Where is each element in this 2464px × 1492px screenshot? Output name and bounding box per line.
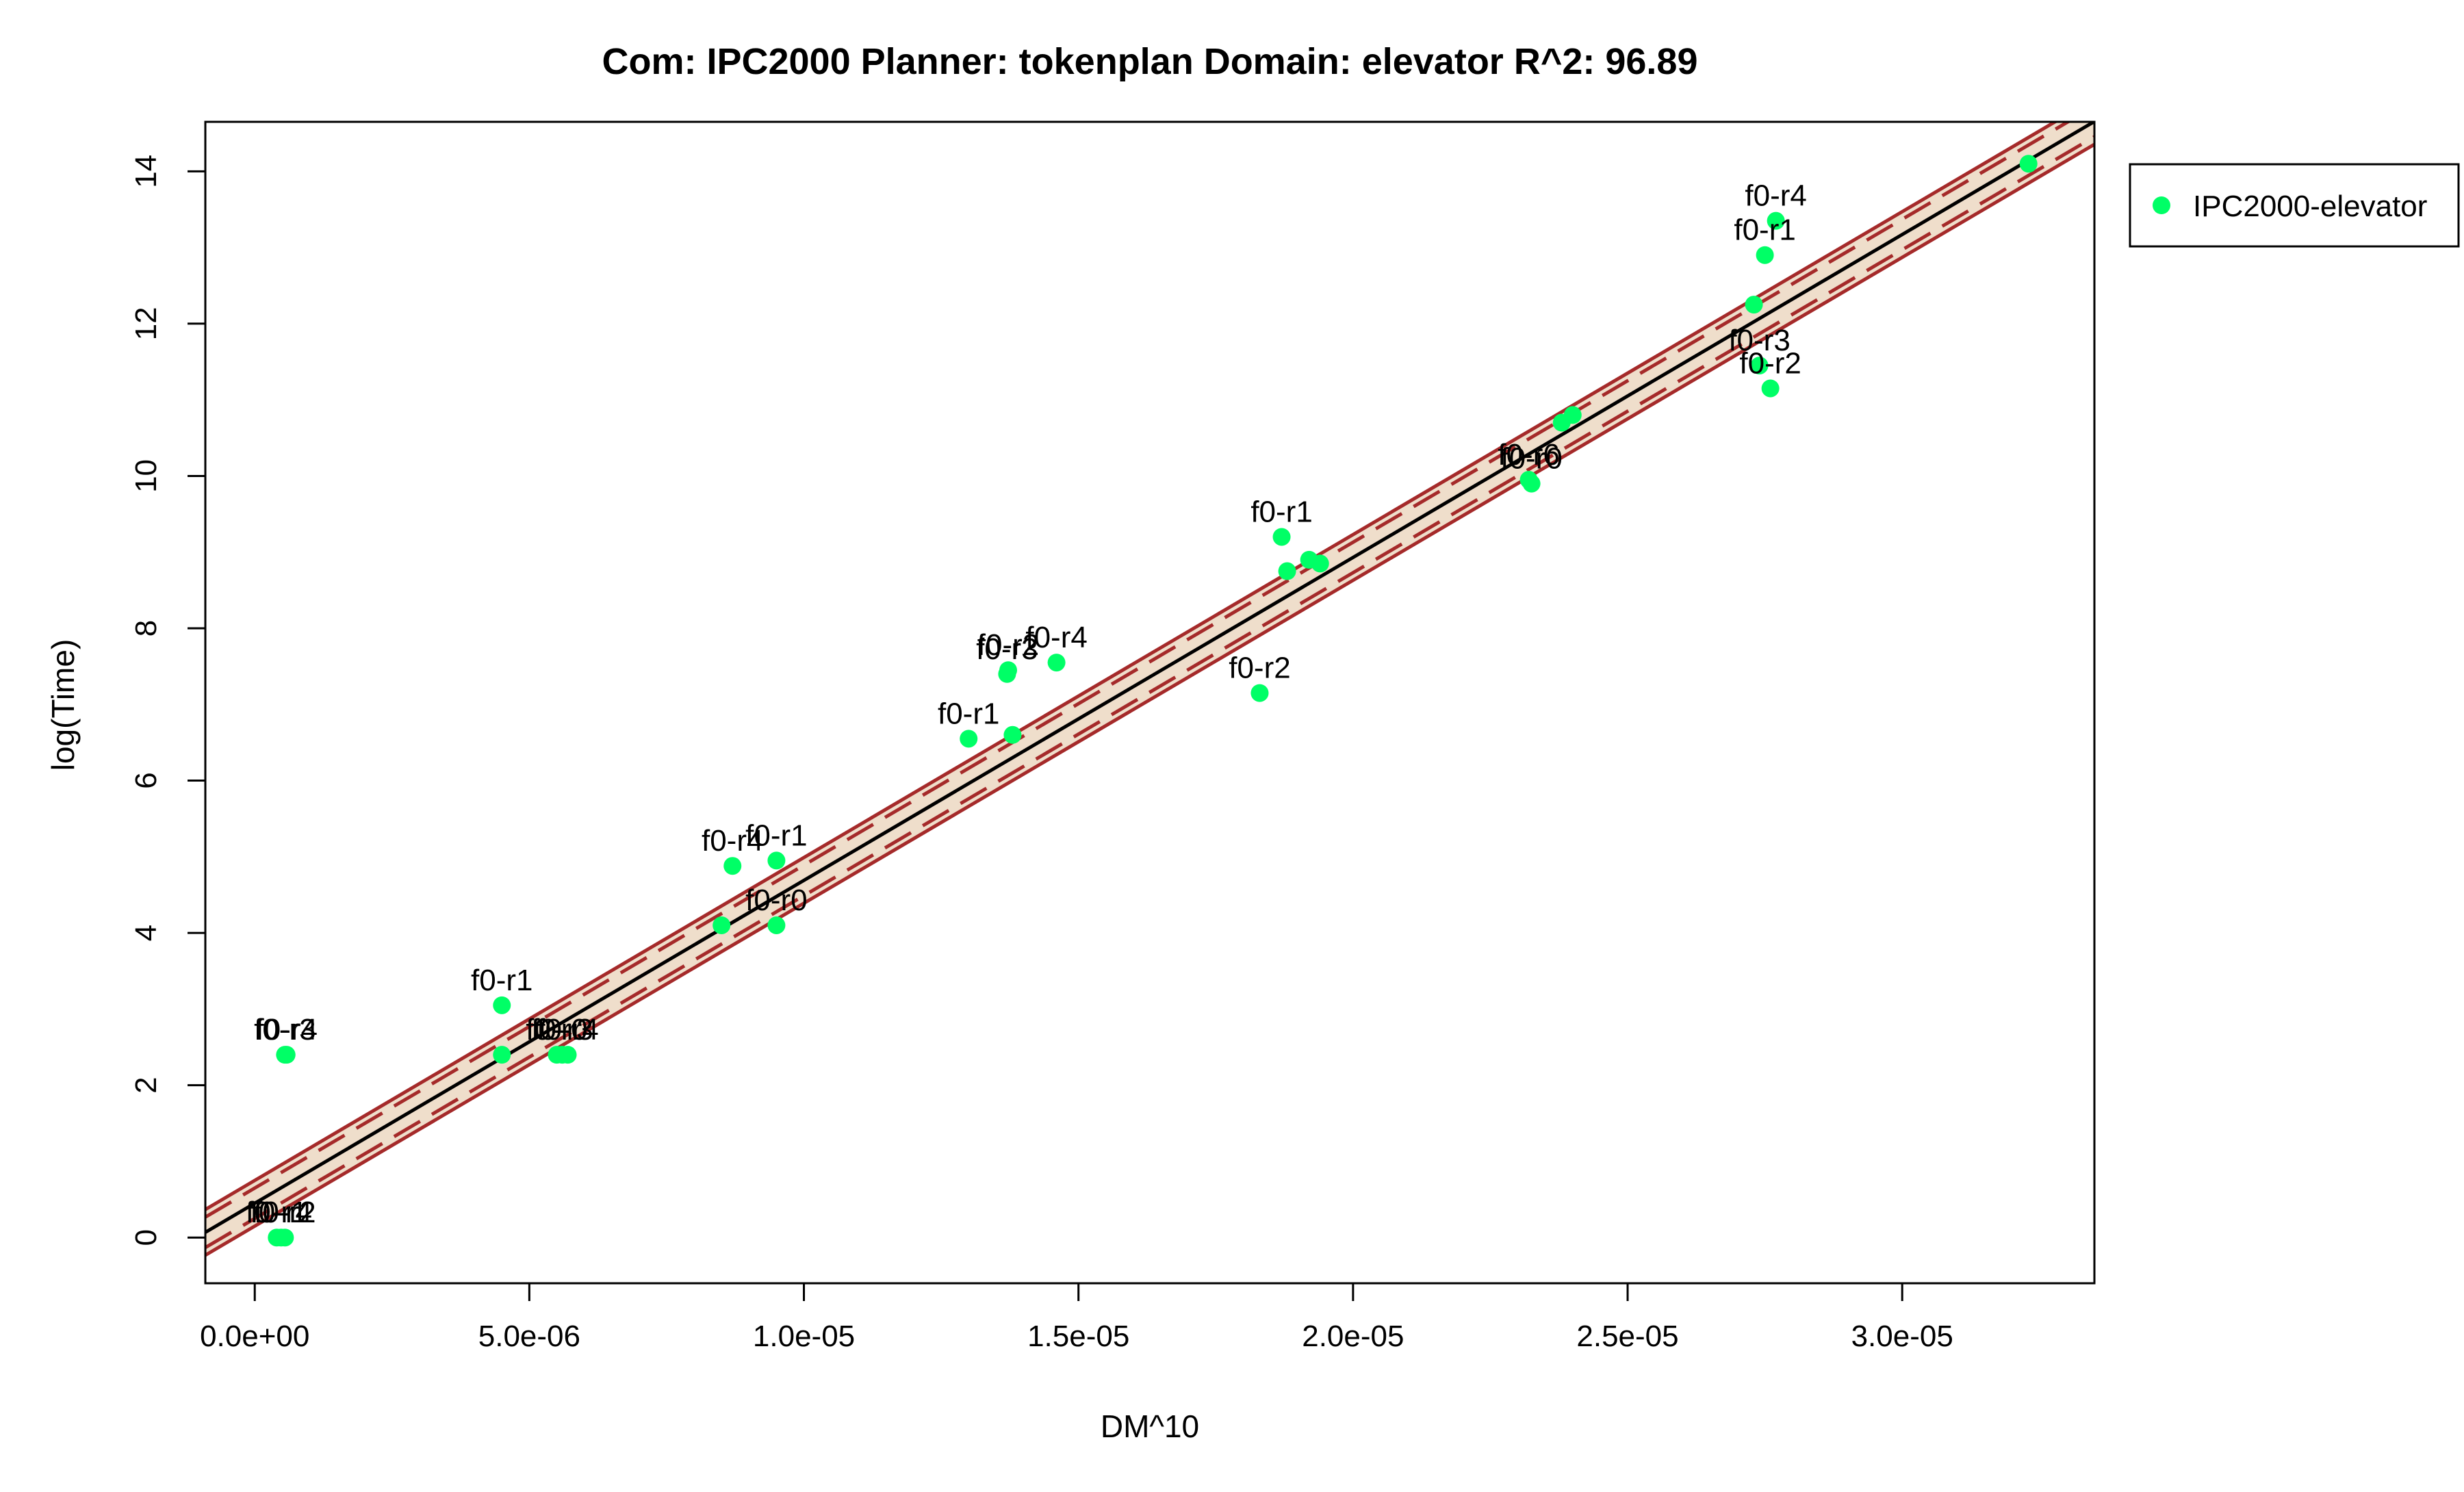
data-point (1745, 296, 1763, 314)
band-layer (205, 122, 2094, 1257)
point-label: f0-r1 (1250, 495, 1312, 528)
data-point (1311, 554, 1329, 573)
data-point (1756, 246, 1774, 264)
data-point (1522, 474, 1541, 493)
points-layer (268, 155, 2038, 1247)
data-point (713, 916, 731, 934)
data-point (1563, 406, 1582, 424)
x-tick-label: 2.0e-05 (1302, 1320, 1404, 1353)
prediction-band-lower (205, 142, 2094, 1257)
data-point (493, 1046, 511, 1064)
regression-line (205, 122, 2094, 1234)
x-tick-label: 2.5e-05 (1576, 1320, 1678, 1353)
point-label: f0-r4 (250, 1196, 311, 1229)
y-axis-label: log(Time) (45, 639, 81, 771)
point-label: f0-r3 (531, 1013, 593, 1046)
point-label: f0-r6 (1498, 438, 1559, 472)
y-tick-label: 6 (129, 772, 163, 788)
point-label: f0-r4 (537, 1013, 598, 1046)
point-label: f0-r3 (1728, 324, 1790, 357)
data-point (1278, 562, 1296, 580)
y-axis: 0 2 4 6 8 10 12 14 (129, 155, 207, 1246)
y-tick-label: 0 (129, 1229, 163, 1246)
data-point (723, 857, 742, 875)
data-point (2019, 155, 2038, 173)
y-tick-label: 12 (129, 307, 163, 340)
point-label: f0-r2 (977, 628, 1039, 662)
legend-box (2129, 163, 2460, 248)
x-tick-label: 1.0e-05 (753, 1320, 855, 1353)
data-point (493, 996, 511, 1014)
x-axis-label: DM^10 (1101, 1409, 1199, 1444)
point-label: f0-r2 (1229, 652, 1290, 685)
x-axis: 0.0e+00 5.0e-06 1.0e-05 1.5e-05 2.0e-05 2.5e-… (200, 1282, 1953, 1353)
point-label: f0-r1 (471, 964, 532, 997)
point-label: f0-r1 (745, 819, 807, 852)
data-point (999, 661, 1017, 680)
point-label: f0-r1 (1734, 214, 1795, 247)
legend-marker (2153, 196, 2170, 214)
point-label: f0-r4 (702, 824, 763, 858)
point-label: f0-r4 (1025, 621, 1087, 654)
data-point (1272, 528, 1291, 546)
y-tick-label: 4 (129, 925, 163, 941)
data-point (1250, 684, 1269, 702)
point-label: f0-r0 (745, 884, 807, 917)
data-point (276, 1229, 294, 1247)
x-tick-label: 0.0e+00 (200, 1320, 309, 1353)
data-point (559, 1046, 577, 1064)
point-label: f0-r2 (1739, 346, 1801, 380)
point-label: f0-r0 (526, 1013, 587, 1046)
chart-title: Com: IPC2000 Planner: tokenplan Domain: … (602, 41, 1697, 82)
data-point (767, 851, 786, 870)
confidence-band-upper (205, 122, 2072, 1219)
point-label: f0-r0 (1500, 442, 1562, 476)
legend-entry-label: IPC2000-elevator (2193, 190, 2427, 223)
x-tick-label: 5.0e-06 (478, 1320, 580, 1353)
x-tick-label: 3.0e-05 (1851, 1320, 1953, 1353)
data-point (1767, 211, 1785, 230)
point-label: f0-r1 (246, 1196, 307, 1229)
data-point (277, 1046, 296, 1064)
point-label: f0-r3 (976, 632, 1038, 666)
point-labels-layer: f0-r1f0-r4f0-r2f0-r3f0-r4f0-r1f0-r0f0-r3… (246, 179, 1807, 1230)
confidence-band-lower (205, 135, 2094, 1250)
legend: IPC2000-elevator (2129, 163, 2460, 248)
prediction-band-upper (205, 122, 2059, 1211)
data-point (1761, 379, 1780, 398)
data-point (1047, 654, 1066, 672)
y-tick-label: 14 (129, 155, 163, 188)
data-point (960, 730, 978, 748)
data-point (767, 916, 786, 934)
point-label: f0-r3 (254, 1013, 316, 1046)
point-label: f0-r4 (256, 1013, 318, 1046)
data-point (1003, 725, 1022, 744)
point-label: f0-r4 (1745, 179, 1806, 213)
y-tick-label: 8 (129, 620, 163, 636)
y-tick-label: 2 (129, 1077, 163, 1093)
x-tick-label: 1.5e-05 (1027, 1320, 1129, 1353)
data-point (1750, 357, 1769, 375)
y-tick-label: 10 (129, 459, 163, 493)
point-label: f0-r1 (938, 697, 999, 730)
point-label: f0-r2 (254, 1196, 316, 1229)
